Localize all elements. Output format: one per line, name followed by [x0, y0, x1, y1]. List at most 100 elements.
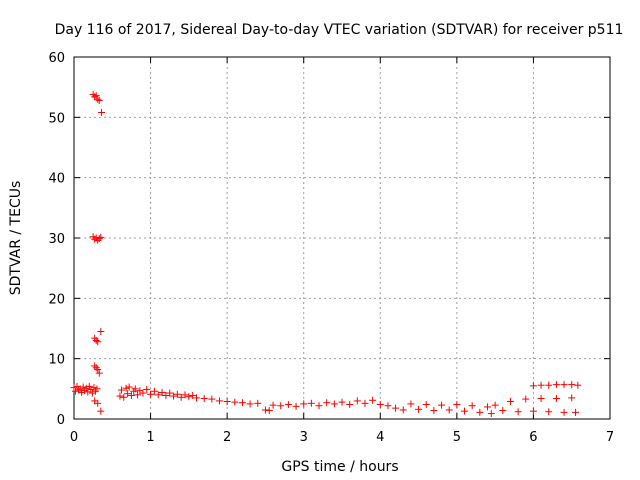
- data-point: [361, 399, 369, 407]
- data-point: [200, 394, 208, 402]
- y-tick-label: 0: [57, 413, 65, 428]
- x-tick-label: 0: [70, 430, 78, 445]
- data-point: [487, 410, 495, 418]
- data-point: [545, 408, 553, 416]
- data-point: [116, 392, 124, 400]
- x-tick-label: 7: [606, 430, 614, 445]
- data-point: [415, 405, 423, 413]
- y-tick-label: 50: [48, 111, 65, 126]
- data-point: [158, 388, 166, 396]
- data-point: [85, 382, 93, 390]
- data-point: [300, 400, 308, 408]
- data-point: [284, 401, 292, 409]
- x-tick-labels: 0 1 2 3 4 5 6 7: [70, 430, 614, 445]
- x-tick-label: 4: [376, 430, 384, 445]
- data-point: [94, 399, 102, 407]
- data-point: [208, 395, 216, 403]
- data-point: [338, 398, 346, 406]
- data-point: [514, 408, 522, 416]
- data-point: [92, 92, 100, 100]
- data-point: [120, 393, 128, 401]
- data-point: [134, 391, 142, 399]
- data-point: [560, 381, 568, 389]
- data-point: [422, 401, 430, 409]
- x-tick-label: 2: [223, 430, 231, 445]
- data-point: [70, 384, 78, 392]
- data-point: [122, 384, 130, 392]
- data-point: [95, 369, 103, 377]
- data-point: [88, 389, 96, 397]
- data-point: [292, 402, 300, 410]
- data-point: [97, 328, 105, 336]
- data-point: [407, 400, 415, 408]
- data-point: [476, 408, 484, 416]
- data-point: [269, 401, 277, 409]
- data-point: [499, 407, 507, 415]
- data-point: [76, 385, 84, 393]
- data-point: [246, 400, 254, 408]
- y-tick-label: 20: [48, 292, 65, 307]
- data-point: [529, 382, 537, 390]
- data-point: [93, 385, 101, 393]
- data-point: [181, 391, 189, 399]
- data-point: [125, 383, 133, 391]
- x-tick-label: 3: [300, 430, 308, 445]
- data-point: [369, 396, 377, 404]
- data-point: [143, 385, 151, 393]
- y-tick-label: 40: [48, 172, 65, 187]
- data-point: [147, 390, 155, 398]
- data-point: [491, 401, 499, 409]
- data-point: [91, 362, 99, 370]
- data-point: [98, 109, 106, 117]
- data-point: [95, 235, 103, 243]
- data-point: [461, 407, 469, 415]
- data-point: [215, 397, 223, 405]
- data-point: [170, 392, 178, 400]
- y-axis-label: SDTVAR / TECUs: [8, 181, 24, 296]
- data-point: [552, 381, 560, 389]
- data-point: [238, 399, 246, 407]
- data-point: [445, 406, 453, 414]
- x-tick-label: 1: [146, 430, 154, 445]
- data-point: [522, 395, 530, 403]
- data-point: [315, 402, 323, 410]
- data-point: [574, 381, 582, 389]
- data-point: [150, 387, 158, 395]
- data-point: [430, 407, 438, 415]
- data-point: [72, 387, 80, 395]
- data-point: [154, 391, 162, 399]
- x-tick-label: 6: [529, 430, 537, 445]
- data-point: [572, 408, 580, 416]
- data-point: [177, 393, 185, 401]
- y-tick-label: 60: [48, 51, 65, 66]
- y-tick-labels: 0 10 20 30 40 50 60: [48, 51, 65, 428]
- data-point: [193, 394, 201, 402]
- data-point: [91, 235, 99, 243]
- data-point: [95, 96, 103, 104]
- data-point: [139, 389, 147, 397]
- data-point: [94, 366, 102, 374]
- data-point: [87, 385, 95, 393]
- data-point: [94, 236, 102, 244]
- data-point: [78, 388, 86, 396]
- data-point: [261, 406, 269, 414]
- data-point: [376, 401, 384, 409]
- data-point: [166, 389, 174, 397]
- data-point: [353, 397, 361, 405]
- y-tick-label: 10: [48, 353, 65, 368]
- data-point: [189, 391, 197, 399]
- axis-ticks: [73, 56, 611, 420]
- data-point: [162, 391, 170, 399]
- data-point: [79, 383, 87, 391]
- data-point: [399, 406, 407, 414]
- data-point: [537, 394, 545, 402]
- data-point: [265, 407, 273, 415]
- data-point: [438, 401, 446, 409]
- x-axis-label: GPS time / hours: [281, 459, 398, 475]
- data-point: [529, 407, 537, 415]
- data-point: [330, 400, 338, 408]
- data-point: [483, 403, 491, 411]
- data-point: [307, 399, 315, 407]
- x-tick-label: 5: [453, 430, 461, 445]
